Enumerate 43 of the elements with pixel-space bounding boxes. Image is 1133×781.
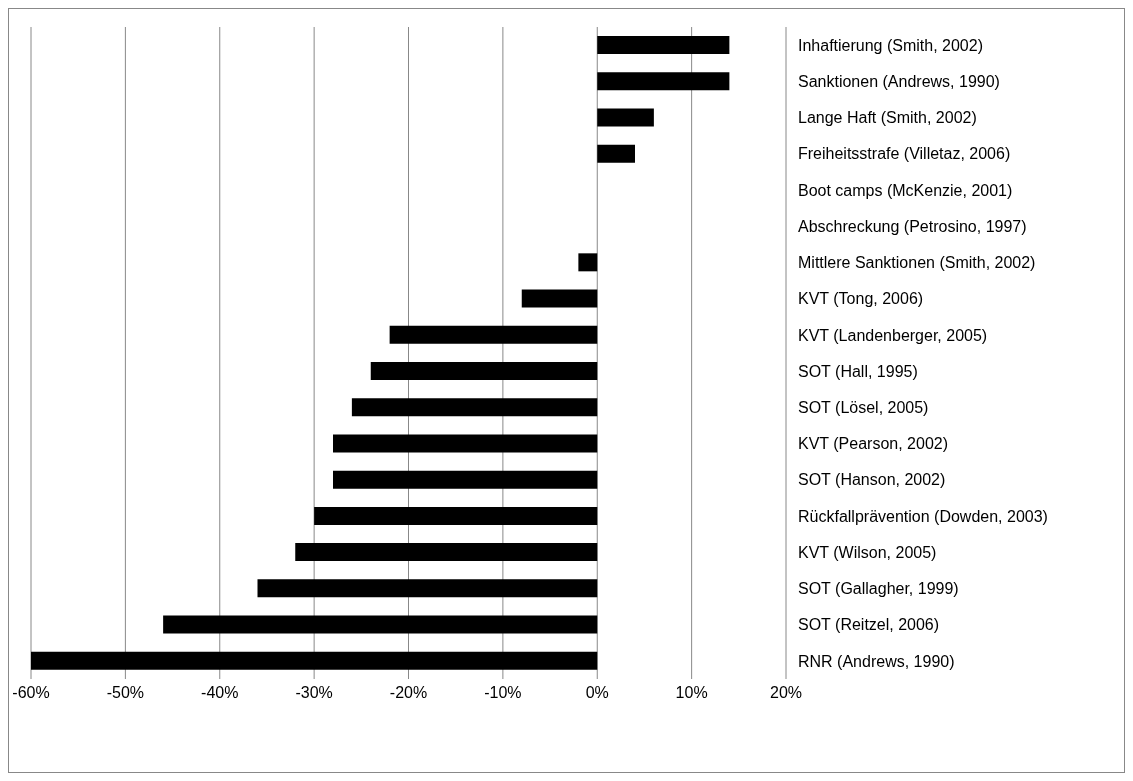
- bar: [333, 470, 598, 489]
- y-tick-label: KVT (Landenberger, 2005): [798, 326, 988, 344]
- bar: [578, 253, 598, 272]
- y-tick-label: SOT (Gallagher, 1999): [798, 580, 959, 598]
- bar: [597, 108, 654, 127]
- bar: [295, 543, 598, 562]
- bar: [163, 615, 598, 634]
- bar: [31, 651, 598, 670]
- y-tick-label: Sanktionen (Andrews, 1990): [798, 73, 1000, 91]
- x-tick-label: -40%: [201, 684, 239, 702]
- bar: [521, 289, 598, 308]
- y-tick-label: KVT (Wilson, 2005): [798, 543, 937, 561]
- x-tick-label: 10%: [675, 684, 708, 702]
- y-tick-label: KVT (Pearson, 2002): [798, 435, 949, 453]
- bar: [314, 506, 598, 525]
- bar: [333, 434, 598, 453]
- bar: [389, 325, 598, 344]
- x-tick-label: 20%: [769, 684, 803, 702]
- bar: [257, 579, 598, 598]
- bar: [597, 72, 730, 91]
- bar: [351, 398, 598, 417]
- x-tick-label: 0%: [585, 684, 609, 702]
- bar: [370, 362, 598, 380]
- y-tick-label: Mittlere Sanktionen (Smith, 2002): [798, 254, 1036, 272]
- y-tick-label: RNR (Andrews, 1990): [798, 652, 955, 670]
- bar: [597, 36, 730, 54]
- x-tick-label: -10%: [484, 684, 522, 702]
- y-tick-label: SOT (Hall, 1995): [798, 362, 918, 380]
- y-tick-label: Abschreckung (Petrosino, 1997): [798, 217, 1027, 235]
- y-tick-label: Lange Haft (Smith, 2002): [798, 109, 977, 127]
- y-tick-label: Rückfallprävention (Dowden, 2003): [798, 507, 1048, 525]
- bar: [597, 144, 635, 163]
- x-tick-label: -50%: [106, 684, 145, 702]
- y-tick-label: Boot camps (McKenzie, 2001): [798, 181, 1013, 199]
- x-tick-label: -60%: [12, 684, 50, 702]
- y-tick-label: Inhaftierung (Smith, 2002): [798, 36, 983, 54]
- x-tick-label: -30%: [295, 684, 333, 702]
- x-tick-label: -20%: [389, 684, 428, 702]
- y-tick-label: SOT (Hanson, 2002): [798, 471, 946, 489]
- y-tick-label: KVT (Tong, 2006): [798, 290, 924, 308]
- y-tick-label: Freiheitsstrafe (Villetaz, 2006): [798, 145, 1011, 163]
- y-tick-label: SOT (Lösel, 2005): [798, 399, 929, 417]
- y-tick-label: SOT (Reitzel, 2006): [798, 616, 940, 634]
